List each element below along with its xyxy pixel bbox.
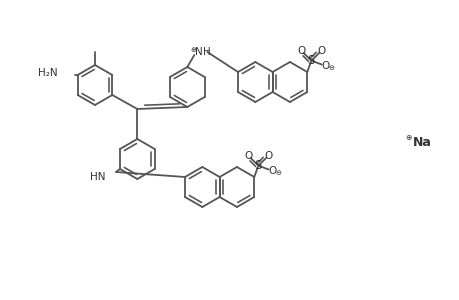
- Text: O: O: [244, 151, 252, 161]
- Text: S: S: [307, 54, 314, 67]
- Text: ⊕: ⊕: [190, 47, 196, 53]
- Text: O: O: [268, 166, 276, 176]
- Text: HN: HN: [90, 172, 106, 182]
- Text: O: O: [321, 61, 329, 71]
- Text: O: O: [263, 151, 272, 161]
- Text: H: H: [203, 47, 211, 57]
- Text: ⊖: ⊖: [327, 65, 333, 71]
- Text: ⊕: ⊕: [404, 133, 410, 142]
- Text: S: S: [254, 159, 262, 172]
- Text: O: O: [316, 46, 325, 56]
- Text: ⊖: ⊖: [274, 170, 280, 176]
- Text: Na: Na: [412, 136, 431, 148]
- Text: N: N: [195, 47, 203, 57]
- Text: O: O: [297, 46, 305, 56]
- Text: H₂N: H₂N: [38, 68, 57, 78]
